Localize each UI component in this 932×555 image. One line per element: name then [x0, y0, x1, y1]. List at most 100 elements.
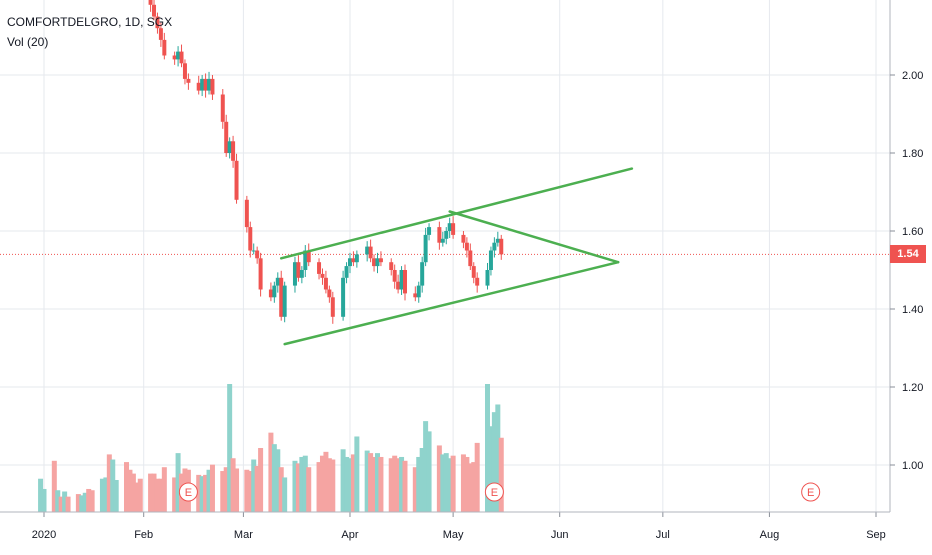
- candle-body: [275, 277, 280, 286]
- volume-bar: [38, 478, 44, 512]
- candle-body: [306, 250, 311, 263]
- candle: [423, 227, 428, 267]
- grid: [0, 0, 890, 512]
- candle: [485, 262, 490, 290]
- volume-bar: [86, 488, 92, 512]
- earnings-marker[interactable]: E: [801, 482, 821, 502]
- symbol-legend[interactable]: COMFORTDELGRO, 1D, SGX: [7, 15, 173, 29]
- candle-body: [179, 51, 184, 64]
- volume-bar: [151, 473, 157, 512]
- volume-bar: [340, 449, 346, 512]
- candle: [437, 221, 442, 250]
- time-tick-label: Jul: [656, 529, 670, 541]
- earnings-marker[interactable]: E: [484, 482, 504, 502]
- candle-body: [172, 55, 177, 60]
- candle: [244, 195, 249, 233]
- volume-bar: [419, 448, 425, 512]
- candle-body: [207, 78, 212, 91]
- last-price-label: 1.54: [890, 245, 926, 264]
- candle-body: [354, 254, 359, 263]
- volume-bar: [498, 437, 504, 512]
- candle-body: [320, 273, 325, 278]
- volume-bar: [161, 467, 167, 512]
- time-tick-label: Sep: [866, 529, 886, 541]
- candle-body: [378, 258, 383, 263]
- price-tick-label: 1.00: [902, 460, 923, 472]
- volume-bar: [41, 488, 47, 512]
- volume-bar: [75, 494, 81, 512]
- volume-bar: [51, 460, 57, 512]
- candle: [172, 51, 177, 65]
- volume-bar: [488, 426, 494, 512]
- earnings-marker-label: E: [185, 487, 192, 499]
- candle-body: [210, 78, 215, 95]
- volume-bar: [251, 459, 257, 512]
- candle: [182, 59, 187, 85]
- volume-bar: [89, 490, 95, 512]
- candle: [499, 234, 504, 260]
- volume-bar: [196, 474, 202, 512]
- volume-bar: [323, 451, 329, 512]
- candle: [220, 89, 225, 129]
- volume-bar: [79, 495, 85, 512]
- trendline-upper-descending[interactable]: [448, 210, 620, 264]
- volume-bar: [199, 476, 205, 512]
- candle: [306, 243, 311, 267]
- volume-bar: [392, 455, 398, 512]
- trendline-lower[interactable]: [283, 260, 620, 346]
- volume-bar: [124, 462, 130, 512]
- volume-legend[interactable]: Vol (20): [7, 35, 49, 49]
- volume-bar: [474, 442, 480, 512]
- earnings-marker[interactable]: E: [178, 482, 198, 502]
- candle-body: [279, 277, 284, 317]
- earnings-marker-circle: [484, 482, 504, 502]
- candle-body: [317, 262, 322, 274]
- price-tick-label: 1.80: [902, 148, 923, 160]
- trendlines[interactable]: [279, 167, 634, 346]
- candle: [341, 270, 346, 321]
- candle-body: [447, 223, 452, 231]
- time-tick-label: Aug: [760, 529, 780, 541]
- volume-bar: [55, 490, 61, 512]
- candle-body: [244, 199, 249, 228]
- volume-bar: [395, 458, 401, 512]
- candle: [162, 32, 167, 60]
- candle: [179, 44, 184, 68]
- volume-bar: [350, 454, 356, 512]
- price-tick-label: 1.20: [902, 382, 923, 394]
- volume-bar: [423, 421, 429, 512]
- volume-bar: [103, 477, 109, 512]
- candle-body: [416, 285, 421, 298]
- volume-bar: [402, 460, 408, 512]
- candle-body: [272, 285, 277, 298]
- volume-bar: [347, 458, 353, 512]
- candle-body: [464, 242, 469, 251]
- volume-bar: [302, 455, 308, 512]
- volume-bar: [275, 449, 281, 512]
- volume-bar: [436, 445, 442, 512]
- time-tick-label: Jun: [551, 529, 569, 541]
- candle-body: [186, 78, 191, 83]
- candle: [344, 262, 349, 284]
- candle: [231, 135, 236, 168]
- candle: [372, 254, 377, 272]
- volume-bar: [268, 432, 274, 512]
- price-tick-label: 1.40: [902, 304, 923, 316]
- candle: [296, 255, 301, 282]
- candle-body: [402, 270, 407, 294]
- volume-bar: [254, 465, 260, 512]
- candle-body: [248, 227, 253, 251]
- volume-bar: [485, 384, 491, 512]
- candle: [351, 251, 356, 267]
- candle: [299, 266, 304, 284]
- candle-body: [292, 262, 297, 286]
- time-tick-label: Apr: [341, 529, 358, 541]
- candle: [210, 75, 215, 100]
- candle: [320, 268, 325, 285]
- volume-bar: [234, 468, 240, 512]
- volume-bar: [378, 456, 384, 512]
- candle-body: [258, 258, 263, 290]
